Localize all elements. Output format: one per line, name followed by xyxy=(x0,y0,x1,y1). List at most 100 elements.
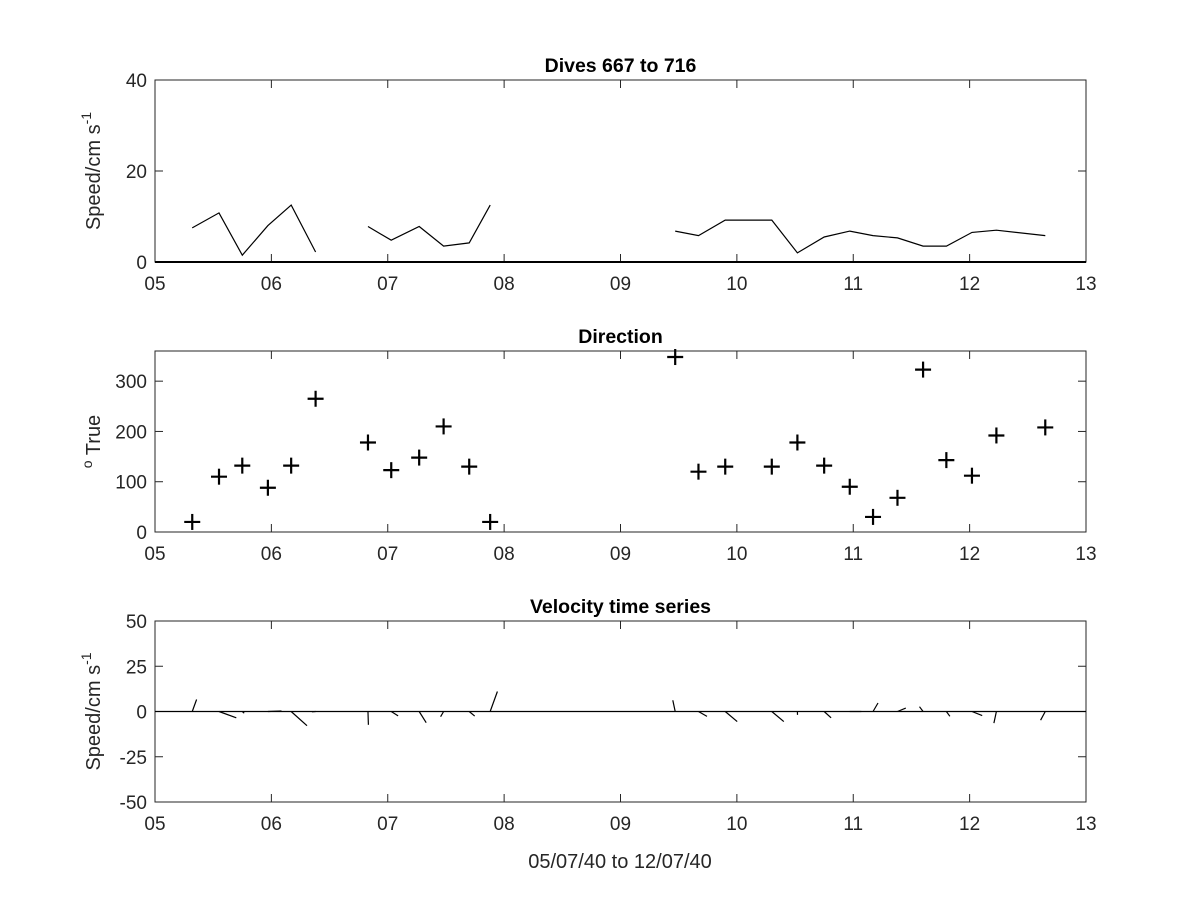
direction-point xyxy=(865,508,882,525)
x-tick-label: 06 xyxy=(261,814,282,835)
speed-line-segment xyxy=(675,219,1046,254)
panel-title: Direction xyxy=(578,326,663,348)
direction-point xyxy=(988,427,1005,444)
x-tick-label: 13 xyxy=(1075,274,1096,295)
x-tick-label: 06 xyxy=(261,544,282,565)
y-tick-label: 40 xyxy=(126,71,147,92)
velocity-stick xyxy=(440,711,445,718)
velocity-stick xyxy=(872,702,879,712)
velocity-stick xyxy=(390,710,399,717)
x-tick-label: 05 xyxy=(144,274,165,295)
velocity-stick xyxy=(489,691,498,712)
direction-point xyxy=(383,462,400,479)
y-tick-label: 0 xyxy=(136,703,147,724)
velocity-stick xyxy=(971,710,983,717)
direction-point xyxy=(211,468,228,485)
x-tick-label: 09 xyxy=(610,274,631,295)
direction-point xyxy=(184,513,201,530)
y-tick-label: 200 xyxy=(115,422,147,443)
direction-point xyxy=(359,434,376,451)
direction-point xyxy=(938,452,955,469)
direction-point xyxy=(841,478,858,495)
x-tick-label: 08 xyxy=(494,814,515,835)
axes-frame xyxy=(154,350,1087,533)
speed-line-segment xyxy=(191,204,317,257)
x-tick-label: 10 xyxy=(726,274,747,295)
velocity-stick xyxy=(897,707,907,713)
x-tick-label: 12 xyxy=(959,274,980,295)
chart-panel-2: 05 06 07 08 09 10 11 12 13 0 100 200 300 Direction o T… xyxy=(79,326,1097,565)
x-tick-label: 07 xyxy=(377,544,398,565)
direction-point xyxy=(283,457,300,474)
axes-frame xyxy=(154,79,1087,263)
x-tick-label: 05 xyxy=(144,544,165,565)
velocity-stick xyxy=(418,711,427,724)
panel-title: Dives 667 to 716 xyxy=(545,55,697,77)
x-tick-label: 10 xyxy=(726,544,747,565)
direction-point xyxy=(789,434,806,451)
y-axis-label: o True xyxy=(79,415,105,468)
velocity-stick xyxy=(290,711,308,727)
direction-point xyxy=(1037,419,1054,436)
velocity-stick xyxy=(823,711,832,719)
velocity-stick xyxy=(945,711,951,717)
speed-line-segment xyxy=(367,204,491,247)
x-tick-label: 06 xyxy=(261,274,282,295)
x-tick-label: 09 xyxy=(610,544,631,565)
x-tick-label: 05 xyxy=(144,814,165,835)
y-tick-label: 100 xyxy=(115,473,147,494)
x-tick-label: 07 xyxy=(377,274,398,295)
y-axis-label: Speed/cm s-1 xyxy=(78,652,105,770)
chart-panel-3: 05 06 07 08 09 10 11 12 13 -50 -25 0 25 50 Velocity ti… xyxy=(78,596,1097,835)
x-tick-label: 13 xyxy=(1075,814,1096,835)
y-tick-label: -25 xyxy=(120,748,147,769)
velocity-stick xyxy=(698,710,708,717)
direction-point xyxy=(307,390,324,407)
y-axis-label: Speed/cm s-1 xyxy=(78,112,105,230)
velocity-stick xyxy=(218,710,237,719)
x-tick-label: 12 xyxy=(959,814,980,835)
direction-point xyxy=(963,467,980,484)
direction-point xyxy=(435,418,452,435)
x-tick-label: 07 xyxy=(377,814,398,835)
velocity-stick xyxy=(993,711,997,724)
chart-panel-1: 05 06 07 08 09 10 11 12 13 0 20 40 Dives 667 to 716 S… xyxy=(78,55,1097,295)
velocity-stick xyxy=(468,711,476,717)
x-tick-label: 13 xyxy=(1075,544,1096,565)
x-axis-label: 05/07/40 to 12/07/40 xyxy=(528,851,712,873)
direction-point xyxy=(259,479,276,496)
direction-point xyxy=(763,458,780,475)
direction-point xyxy=(461,458,478,475)
direction-point xyxy=(667,349,684,366)
direction-point xyxy=(717,458,734,475)
direction-point xyxy=(690,463,707,480)
y-tick-label: 0 xyxy=(136,253,147,274)
velocity-stick xyxy=(191,699,198,712)
x-tick-label: 11 xyxy=(843,814,863,835)
velocity-stick xyxy=(771,711,785,723)
x-tick-label: 11 xyxy=(843,544,863,565)
velocity-stick xyxy=(267,710,282,713)
x-tick-label: 08 xyxy=(494,544,515,565)
velocity-stick xyxy=(919,706,924,712)
direction-point xyxy=(889,489,906,506)
y-tick-label: 50 xyxy=(126,612,147,633)
y-tick-label: -50 xyxy=(120,793,147,814)
panel-title: Velocity time series xyxy=(530,596,711,618)
velocity-stick xyxy=(1040,711,1046,721)
direction-point xyxy=(482,513,499,530)
direction-point xyxy=(915,361,932,378)
velocity-stick xyxy=(724,711,738,723)
y-tick-label: 300 xyxy=(115,372,147,393)
direction-point xyxy=(411,449,428,466)
x-tick-label: 09 xyxy=(610,814,631,835)
velocity-stick xyxy=(672,700,676,712)
y-tick-label: 0 xyxy=(136,523,147,544)
y-tick-label: 25 xyxy=(126,657,147,678)
x-tick-label: 11 xyxy=(843,274,863,295)
x-tick-label: 12 xyxy=(959,544,980,565)
x-tick-label: 10 xyxy=(726,814,747,835)
x-tick-label: 08 xyxy=(494,274,515,295)
y-tick-label: 20 xyxy=(126,162,147,183)
direction-point xyxy=(816,457,833,474)
